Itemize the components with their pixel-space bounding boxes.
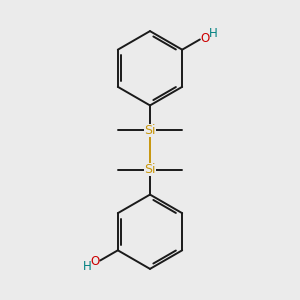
Text: H: H <box>83 260 92 273</box>
Text: H: H <box>208 27 217 40</box>
Text: O: O <box>200 32 209 45</box>
Text: Si: Si <box>144 124 156 137</box>
Text: O: O <box>91 255 100 268</box>
Text: Si: Si <box>144 163 156 176</box>
